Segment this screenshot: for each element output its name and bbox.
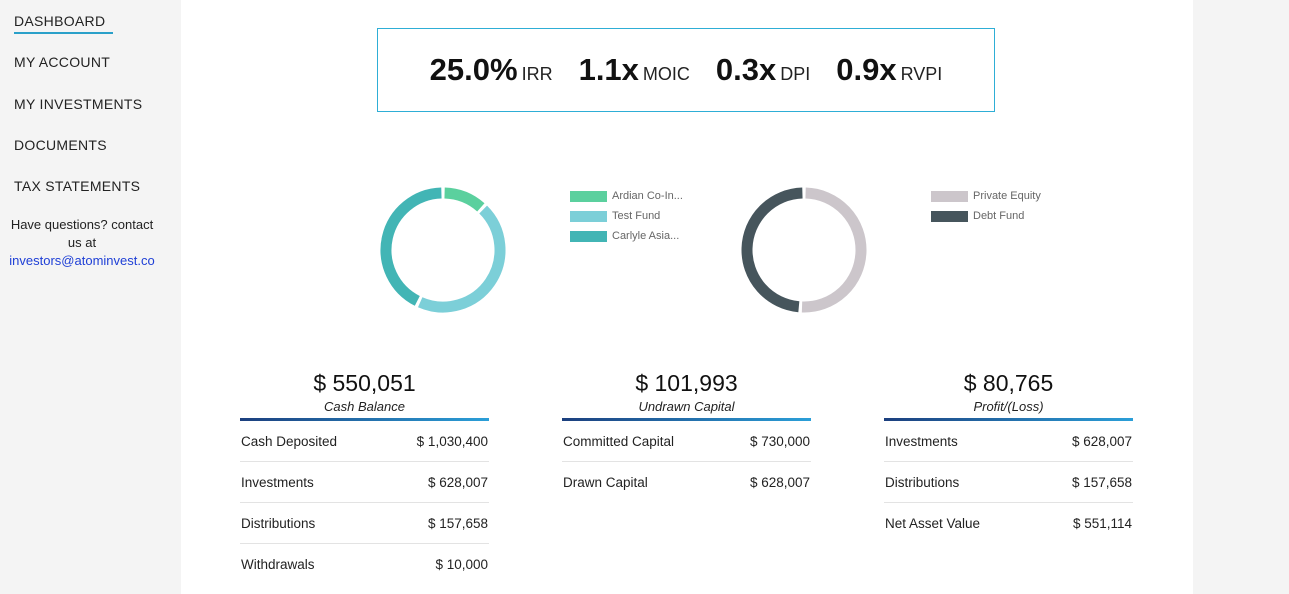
sidebar: DASHBOARD MY ACCOUNT MY INVESTMENTS DOCU… [0, 0, 181, 594]
card-caption: Profit/(Loss) [973, 399, 1044, 414]
row-value: $ 628,007 [1071, 433, 1132, 449]
row-value: $ 10,000 [435, 556, 488, 572]
legend-swatch [931, 190, 968, 202]
help-section: Have questions? contact us at investors@… [6, 216, 158, 270]
row-label: Cash Deposited [241, 433, 338, 449]
card-divider [884, 418, 1133, 421]
donut-slice[interactable] [801, 187, 867, 313]
card-divider [240, 418, 489, 421]
help-email-link[interactable]: investors@atominvest.co [9, 253, 155, 268]
legend-swatch [931, 210, 968, 222]
legend-label: Private Equity [973, 190, 1041, 202]
table-row: Investments $ 628,007 [240, 462, 489, 503]
profit-loss-card: $ 80,765 Profit/(Loss) Investments $ 628,… [884, 368, 1133, 543]
metric-value: 25.0% [429, 52, 518, 87]
metric-irr: 25.0% IRR [430, 52, 553, 88]
main-content: 25.0% IRR 1.1x MOIC 0.3x DPI 0.9x RVPI Ardia… [181, 0, 1193, 594]
card-amount: $ 80,765 [963, 370, 1054, 396]
nav-documents[interactable]: DOCUMENTS [14, 137, 107, 153]
right-gutter [1193, 0, 1289, 594]
card-caption: Cash Balance [324, 399, 405, 414]
row-value: $ 157,658 [1071, 474, 1132, 490]
legend-item[interactable]: Ardian Co-In... [570, 186, 683, 206]
legend-swatch [570, 190, 607, 202]
legend-label: Test Fund [612, 210, 661, 222]
metric-moic: 1.1x MOIC [579, 52, 690, 88]
row-label: Net Asset Value [885, 515, 981, 531]
undrawn-capital-card: $ 101,993 Undrawn Capital Committed Capi… [562, 368, 811, 502]
nav-dashboard[interactable]: DASHBOARD [14, 13, 113, 34]
donut-slice[interactable] [417, 205, 506, 313]
legend-item[interactable]: Carlyle Asia... [570, 226, 683, 246]
legend-swatch [570, 230, 607, 242]
metric-value: 0.9x [836, 52, 897, 87]
metric-label: IRR [521, 64, 553, 84]
table-row: Withdrawals $ 10,000 [240, 544, 489, 584]
donut-slice[interactable] [741, 187, 803, 313]
row-label: Distributions [241, 515, 316, 531]
legend-item[interactable]: Debt Fund [931, 206, 1041, 226]
metric-rvpi: 0.9x RVPI [836, 52, 942, 88]
legend-label: Ardian Co-In... [612, 190, 683, 202]
row-label: Distributions [885, 474, 960, 490]
table-row: Investments $ 628,007 [884, 421, 1133, 462]
donut-slice[interactable] [380, 187, 442, 306]
metric-label: RVPI [900, 64, 943, 84]
strategy-allocation-legend: Private Equity Debt Fund [931, 186, 1041, 226]
table-row: Committed Capital $ 730,000 [562, 421, 811, 462]
table-row: Distributions $ 157,658 [240, 503, 489, 544]
card-amount: $ 550,051 [313, 370, 416, 396]
row-label: Investments [241, 474, 314, 490]
cash-balance-card: $ 550,051 Cash Balance Cash Deposited $ 1… [240, 368, 489, 584]
card-caption: Undrawn Capital [638, 399, 735, 414]
donut-slice[interactable] [444, 187, 485, 212]
row-value: $ 628,007 [427, 474, 488, 490]
nav-my-account[interactable]: MY ACCOUNT [14, 54, 111, 70]
row-value: $ 1,030,400 [416, 433, 488, 449]
row-label: Investments [885, 433, 958, 449]
row-value: $ 628,007 [749, 474, 810, 490]
table-row: Cash Deposited $ 1,030,400 [240, 421, 489, 462]
metric-dpi: 0.3x DPI [716, 52, 810, 88]
fund-allocation-donut[interactable] [377, 184, 509, 316]
metric-value: 1.1x [578, 52, 639, 87]
legend-item[interactable]: Test Fund [570, 206, 683, 226]
strategy-allocation-donut[interactable] [738, 184, 870, 316]
table-row: Distributions $ 157,658 [884, 462, 1133, 503]
help-text: Have questions? contact us at [10, 217, 154, 250]
legend-label: Debt Fund [973, 210, 1025, 222]
legend-item[interactable]: Private Equity [931, 186, 1041, 206]
row-label: Committed Capital [563, 433, 675, 449]
row-label: Withdrawals [241, 556, 315, 572]
legend-swatch [570, 210, 607, 222]
row-value: $ 157,658 [427, 515, 488, 531]
table-row: Drawn Capital $ 628,007 [562, 462, 811, 502]
legend-label: Carlyle Asia... [612, 230, 680, 242]
fund-allocation-legend: Ardian Co-In... Test Fund Carlyle Asia... [570, 186, 683, 246]
row-value: $ 730,000 [749, 433, 810, 449]
metric-label: MOIC [642, 64, 690, 84]
table-row: Net Asset Value $ 551,114 [884, 503, 1133, 543]
metric-label: DPI [780, 64, 811, 84]
row-label: Drawn Capital [563, 474, 648, 490]
row-value: $ 551,114 [1072, 515, 1132, 531]
metric-value: 0.3x [715, 52, 777, 87]
nav-my-investments[interactable]: MY INVESTMENTS [14, 96, 143, 112]
card-amount: $ 101,993 [635, 370, 738, 396]
card-divider [562, 418, 811, 421]
nav-tax-statements[interactable]: TAX STATEMENTS [14, 178, 141, 194]
metrics-banner: 25.0% IRR 1.1x MOIC 0.3x DPI 0.9x RVPI [377, 28, 995, 112]
